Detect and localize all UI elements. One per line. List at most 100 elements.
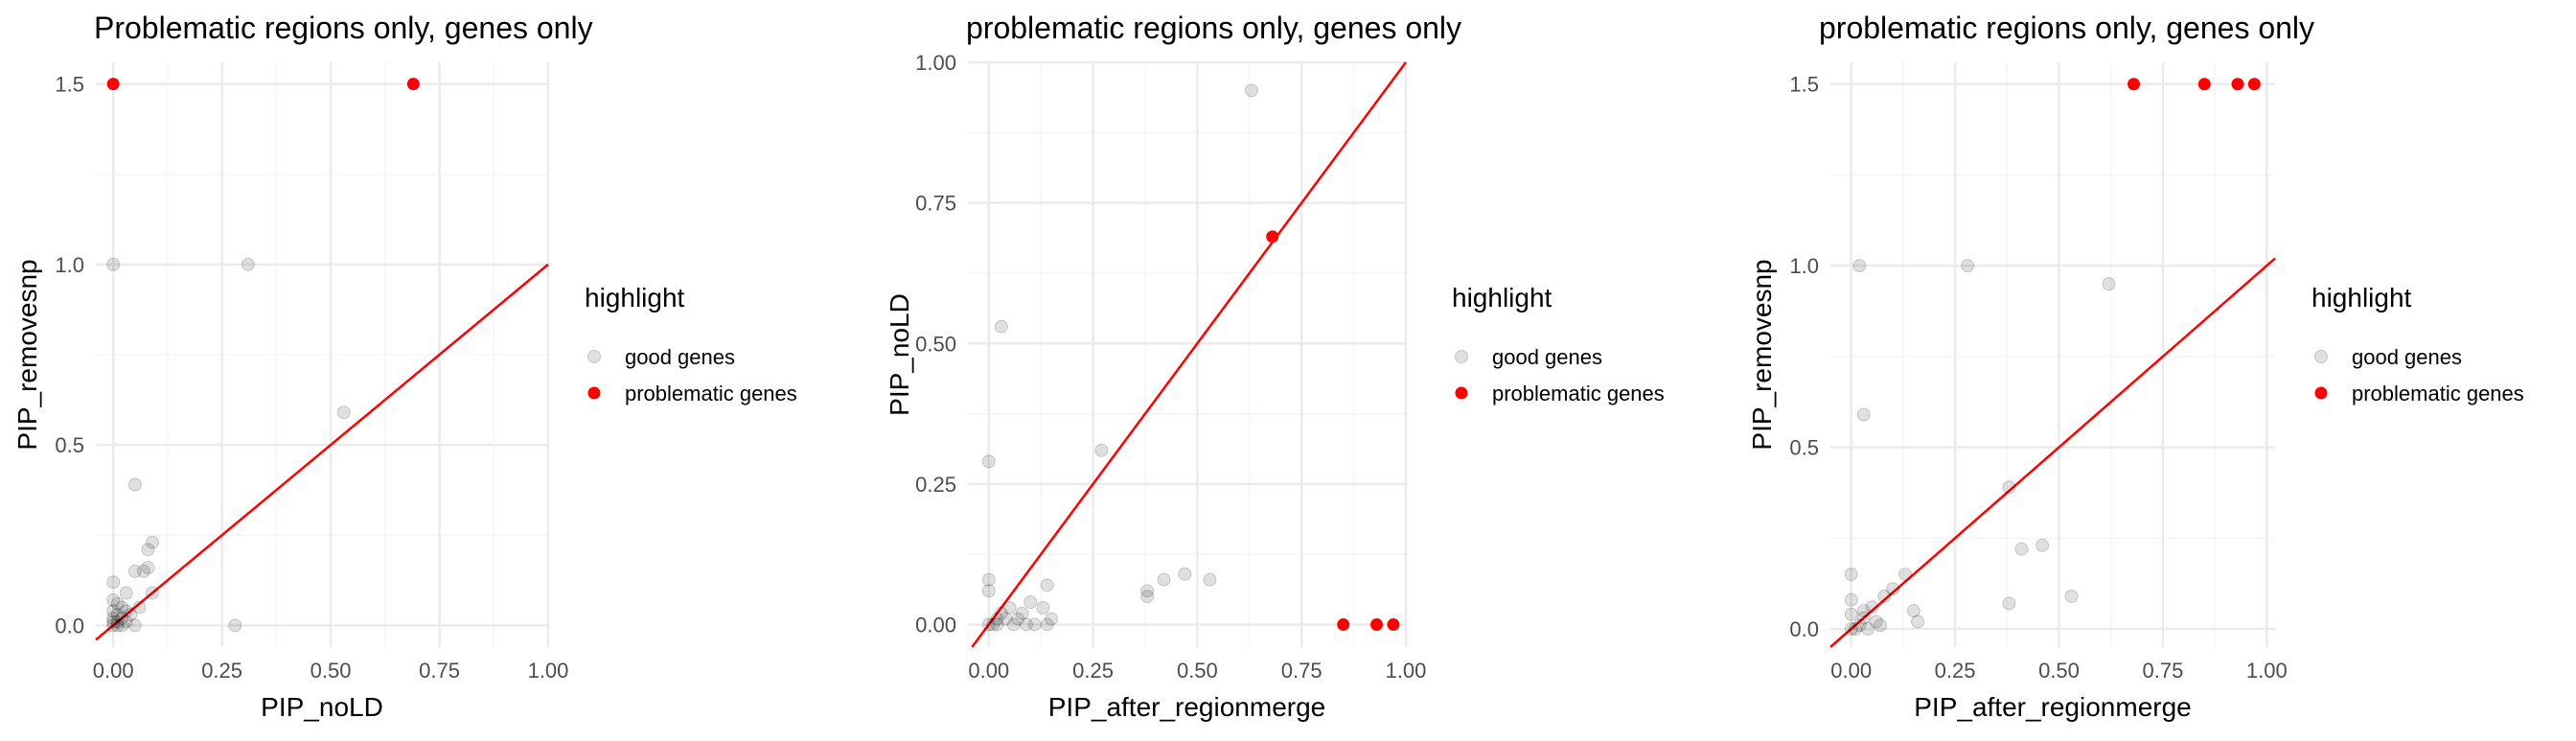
good-gene-point — [1869, 614, 1883, 629]
problematic-gene-point — [1370, 618, 1384, 632]
good-gene-point — [106, 604, 121, 618]
good-gene-point — [106, 257, 121, 271]
x-tick-label: 0.25 — [1935, 659, 1976, 683]
x-axis-label: PIP_after_regionmerge — [1914, 692, 2192, 722]
y-tick-label: 1.0 — [1789, 254, 1819, 278]
y-tick-label: 0.75 — [915, 192, 956, 216]
x-tick-label: 0.25 — [201, 659, 242, 683]
good-gene-point — [1911, 614, 1925, 629]
good-gene-point — [127, 618, 142, 633]
problematic-gene-point — [2128, 78, 2141, 91]
good-gene-point — [2102, 277, 2116, 291]
good-gene-point — [1244, 83, 1258, 98]
good-gene-point — [1040, 617, 1054, 632]
legend-label-good-genes: good genes — [1492, 345, 1602, 369]
good-gene-point — [110, 614, 125, 629]
x-tick-label: 0.50 — [2038, 659, 2080, 683]
good-gene-point — [146, 586, 159, 600]
good-gene-point — [1045, 612, 1059, 626]
problematic-gene-point — [2197, 78, 2211, 91]
y-tick-label: 0.50 — [915, 332, 956, 356]
x-tick-label: 1.00 — [2246, 659, 2288, 683]
legend-label-good-genes: good genes — [2352, 345, 2462, 369]
good-gene-point — [1015, 606, 1029, 620]
x-axis-label: PIP_after_regionmerge — [1048, 692, 1326, 722]
good-gene-point — [228, 618, 242, 633]
good-gene-point — [136, 564, 150, 578]
good-gene-point — [1865, 600, 1879, 614]
x-tick-label: 0.00 — [93, 659, 134, 683]
x-tick-label: 0.75 — [419, 659, 460, 683]
good-gene-point — [1886, 582, 1900, 596]
x-tick-label: 1.00 — [1386, 659, 1427, 683]
good-gene-point — [1011, 612, 1025, 626]
y-tick-label: 0.5 — [55, 433, 84, 457]
good-gene-point — [1036, 600, 1050, 614]
good-gene-point — [1024, 595, 1038, 610]
good-gene-point — [1844, 592, 1858, 607]
reference-line-y-equals-x — [95, 263, 549, 641]
good-gene-point — [1140, 584, 1155, 598]
good-gene-point — [127, 477, 142, 492]
good-gene-point — [1844, 622, 1858, 637]
panel-3: 0.00 0.25 0.50 0.75 1.00 0.0 0.5 1.0 1.5 problema… — [1747, 11, 2524, 722]
legend-label-problematic-genes: problematic genes — [1492, 382, 1665, 405]
y-tick-label: 1.00 — [915, 51, 956, 75]
good-gene-point — [1852, 259, 1867, 273]
good-gene-point — [106, 611, 121, 625]
good-gene-point — [1140, 590, 1155, 604]
legend-label-problematic-genes: problematic genes — [625, 382, 797, 405]
y-tick-label: 1.5 — [1789, 73, 1819, 97]
good-gene-point — [1856, 604, 1871, 618]
good-gene-point — [115, 611, 129, 625]
good-gene-point — [110, 608, 125, 622]
good-gene-point — [1203, 572, 1217, 587]
legend-key-good-genes — [587, 350, 601, 363]
panel-2: 0.00 0.25 0.50 0.75 1.00 0.00 0.25 0.50 0.75 1.00… — [885, 11, 1665, 722]
legend-title: highlight — [585, 283, 685, 313]
good-gene-point — [986, 617, 1000, 632]
good-gene-point — [132, 600, 147, 614]
y-tick-label: 0.00 — [915, 614, 956, 637]
good-gene-point — [1874, 618, 1888, 633]
x-tick-label: 0.50 — [310, 659, 352, 683]
legend-label-problematic-genes: problematic genes — [2352, 382, 2524, 405]
good-gene-point — [1040, 578, 1054, 592]
good-gene-point — [119, 586, 133, 600]
good-gene-point — [994, 319, 1008, 334]
y-tick-label: 0.25 — [915, 473, 956, 497]
good-gene-point — [1861, 622, 1875, 637]
good-gene-point — [241, 257, 255, 271]
reference-line-y-equals-x — [971, 61, 1408, 648]
y-axis-label: PIP_noLD — [885, 293, 914, 416]
y-axis-label: PIP_removesnp — [1747, 259, 1777, 450]
y-tick-label: 0.0 — [1789, 617, 1819, 641]
problematic-gene-point — [106, 78, 120, 91]
problematic-gene-point — [406, 78, 420, 91]
good-gene-point — [1877, 589, 1892, 603]
legend-key-problematic-genes — [2314, 386, 2328, 400]
good-gene-point — [1898, 567, 1913, 582]
good-gene-point — [981, 584, 996, 598]
good-gene-point — [990, 617, 1004, 632]
good-gene-point — [336, 405, 351, 420]
y-tick-label: 0.0 — [55, 614, 84, 637]
chart-title: problematic regions only, genes only — [1819, 11, 2314, 45]
good-gene-point — [2014, 542, 2029, 556]
good-gene-point — [1844, 567, 1858, 582]
good-gene-point — [127, 564, 142, 578]
good-gene-point — [1019, 617, 1033, 632]
good-gene-point — [1178, 567, 1192, 581]
good-gene-point — [115, 618, 129, 633]
problematic-gene-point — [1387, 618, 1400, 632]
problematic-gene-point — [1337, 618, 1350, 632]
y-tick-label: 0.5 — [1789, 436, 1819, 460]
good-gene-point — [1961, 259, 1975, 273]
x-tick-label: 1.00 — [528, 659, 569, 683]
legend-label-good-genes: good genes — [625, 345, 735, 369]
legend-key-good-genes — [2314, 350, 2328, 363]
good-gene-point — [1906, 604, 1920, 618]
good-gene-point — [110, 618, 125, 633]
good-gene-point — [1006, 617, 1021, 632]
